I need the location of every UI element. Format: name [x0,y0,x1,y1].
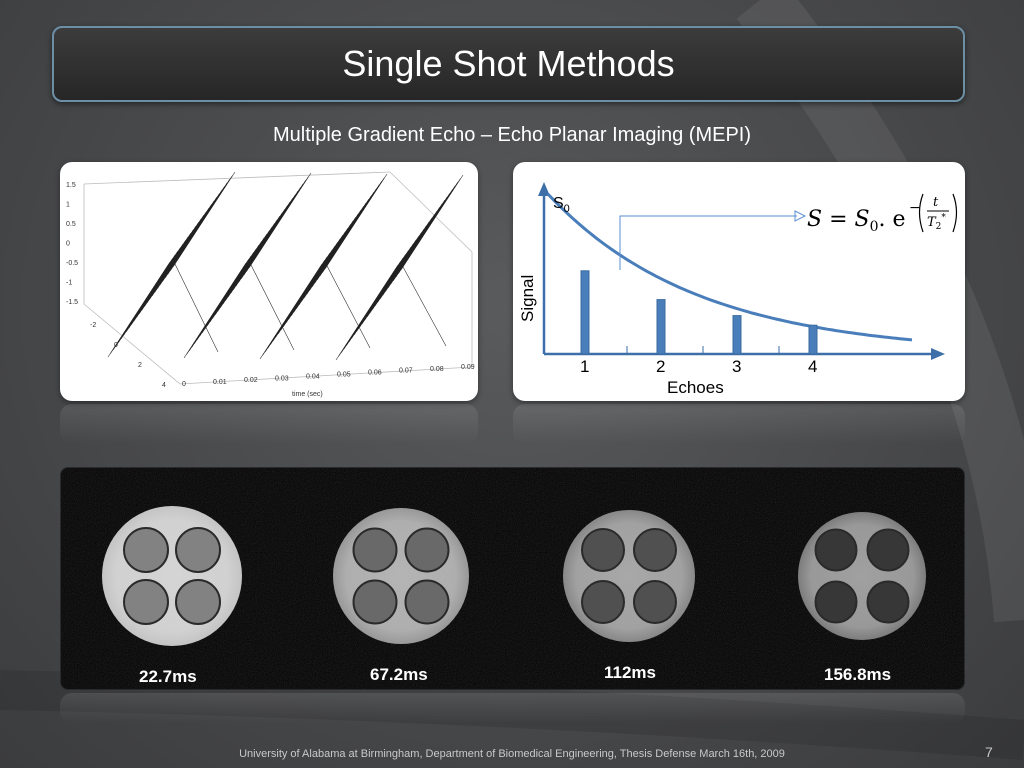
echo-tick-label: 3 [732,357,741,376]
echo-time-label-2: 67.2ms [370,665,428,684]
signal-decay-panel: 1 2 3 4 S0 Signal Echoes S = S0. e − t T2* [513,162,965,401]
phantom-tube [404,579,450,625]
signal-decay-chart: 1 2 3 4 S0 Signal Echoes S = S0. e − t T2* [518,182,958,397]
echo-tick-label: 2 [656,357,665,376]
echo-time-label-4: 156.8ms [824,665,891,684]
echo-time-label-1: 22.7ms [139,667,197,686]
s0-label: S0 [553,195,570,215]
echo-bar-2 [656,299,666,355]
svg-text:t: t [933,195,939,210]
z-tick-label: -1 [66,280,72,287]
z-tick-label: 1.5 [66,182,76,189]
phantom-tube [404,527,450,573]
formula-connector-arrowhead [794,210,807,222]
epi-return-line [173,261,219,353]
echo-time-label-3: 112ms [604,663,656,682]
phantom-tube [352,579,398,625]
echo-tick-label: 1 [580,357,589,376]
z-tick-label: 1 [66,202,70,209]
x-tick-label: 0.01 [213,379,227,386]
echo-tick-label: 4 [808,357,817,376]
z-tick-label: 0 [66,241,70,248]
x-tick-label: 0.04 [306,373,320,380]
phantom-tube [175,579,221,625]
plot3d-xlabel: time (sec) [292,391,323,398]
epi-readout-line [248,172,312,269]
x-tick-label: 0.07 [399,368,413,375]
phantom-image-3 [563,510,695,642]
phantom-tube [814,528,858,572]
x-tick-label: 0 [182,381,186,388]
x-tick-label: 0.02 [244,377,258,384]
mri-phantom-images: 22.7ms 67.2ms 112ms 156.8ms [61,468,964,689]
epi-readout-line [172,171,236,268]
svg-text:T2*: T2* [927,213,946,232]
svg-text:S = S0. e: S = S0. e [807,207,906,235]
echoes-xlabel: Echoes [667,378,724,397]
phantom-tube [866,528,910,572]
x-axis-arrow [931,348,945,360]
y-axis-arrow [538,182,550,196]
z-tick-label: 0.5 [66,221,76,228]
decay-formula: S = S0. e − t T2* [807,193,958,235]
x-tick-label: 0.06 [368,370,382,377]
z-tick-label: -0.5 [66,260,78,267]
epi-return-line [249,262,295,351]
page-number: 7 [985,744,993,760]
y-tick-label: 4 [162,382,166,389]
phantom-tube [175,527,221,573]
signal-ylabel: Signal [518,275,537,322]
phantom-tube [866,580,910,624]
echo-bar-3 [732,315,742,355]
panel-reflection [60,404,478,444]
title-bar: Single Shot Methods [52,26,965,102]
phantom-tube [123,527,169,573]
x-tick-label: 0.05 [337,372,351,379]
svg-text:−: − [909,200,921,216]
phantom-image-2 [333,508,469,644]
phantom-image-1 [102,506,242,646]
epi-readout-line [324,173,388,270]
z-tick-label: -1.5 [66,299,78,306]
panel-reflection [513,404,965,444]
slide-footer: University of Alabama at Birmingham, Dep… [239,748,785,760]
phantom-tube [814,580,858,624]
phantom-tube [123,579,169,625]
epi-return-line [401,264,447,347]
echo-bar-4 [808,324,818,355]
phantom-image-4 [798,512,926,640]
phantom-tube [581,580,625,624]
x-tick-label: 0.08 [430,366,444,373]
phantom-tube [633,580,677,624]
phantom-tube [633,528,677,572]
y-tick-label: -2 [90,322,96,329]
phantom-tube [581,528,625,572]
panel-reflection [60,693,965,723]
decay-curve [546,193,913,342]
mri-phantom-strip: 22.7ms 67.2ms 112ms 156.8ms [60,467,965,690]
epi-3d-plot-panel: 1.5 1 0.5 0 -0.5 -1 -1.5 -2 0 2 4 0 0.01 0.02 0.03 0.… [60,162,478,401]
epi-readout-line [400,174,464,271]
slide-subtitle: Multiple Gradient Echo – Echo Planar Ima… [273,124,751,146]
x-tick-label: 0.03 [275,375,289,382]
slide-title: Single Shot Methods [342,43,675,84]
formula-connector [619,215,797,270]
epi-return-line [325,263,371,349]
y-tick-label: 2 [138,362,142,369]
phantom-tube [352,527,398,573]
echo-bar-1 [580,270,590,355]
x-tick-label: 0.09 [461,364,475,371]
